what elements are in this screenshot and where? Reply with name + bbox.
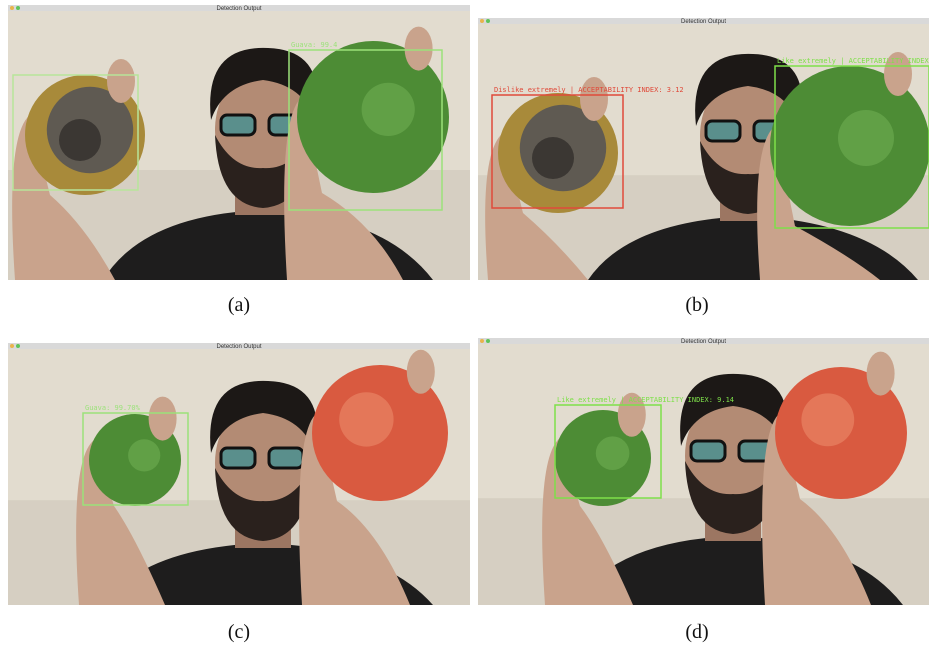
title-bar [478,338,929,344]
hand [284,97,403,280]
detection-box [288,49,443,211]
fingers [866,351,895,396]
photo: Like extremely | ACCEPTABILITY INDEX: 9.… [478,338,929,605]
detection-label: Guava: 99.4 [291,41,337,49]
hair [680,373,788,446]
apple-shine [801,393,855,447]
window-dot [486,19,490,23]
detection-label: Guava: 99.70% [85,404,141,412]
window-dot [16,6,20,10]
fingers [617,392,646,437]
fingers [580,77,608,121]
window-dot [486,339,490,343]
glasses-left [219,446,257,470]
window-title: Detection Output [681,339,726,345]
detection-box [82,412,189,506]
caption: (a) [228,294,250,316]
beard [685,461,781,534]
fingers [107,59,135,103]
guava-shine [128,439,161,472]
photo: Guava: 99.4 [8,5,470,280]
beard [215,468,311,541]
window-title: Detection Output [681,19,726,25]
window-dot [10,344,14,348]
detection-label: Like extremely | ACCEPTABILITY INDEX: 9.… [557,396,734,404]
photo: Dislike extremely | ACCEPTABILITY INDEX:… [478,18,929,280]
face [685,394,781,518]
panel: Dislike extremely | ACCEPTABILITY INDEX:… [478,18,929,280]
glasses-right [267,446,305,470]
panel: Like extremely | ACCEPTABILITY INDEX: 9.… [478,338,929,605]
fingers [884,52,912,96]
window-dot [480,339,484,343]
hair [210,380,318,453]
rot-core [59,119,101,161]
hand [757,126,880,280]
apple-shine [339,392,394,447]
glasses-left [689,439,727,463]
detection-box [774,65,929,229]
window-title: Detection Output [216,344,261,350]
glasses-left [219,113,257,137]
panel: Guava: 99.4 Detection Output [8,5,470,280]
face [215,401,311,525]
fingers [404,26,433,71]
caption: (d) [685,621,708,643]
detection-box [554,404,662,499]
window-dot [480,19,484,23]
detection-label: Like extremely | ACCEPTABILITY INDEX [777,57,929,65]
fingers [148,396,177,441]
panel: Guava: 99.70% Detection Output [8,343,470,605]
caption: (b) [685,294,708,316]
caption: (c) [228,621,250,643]
window-dot [10,6,14,10]
window-title: Detection Output [216,6,261,12]
detection-box [491,94,624,209]
detection-box [12,74,139,191]
photo: Guava: 99.70% [8,343,470,605]
guava-shine [595,436,630,470]
fingers [406,349,435,394]
guava-shine [361,82,415,136]
rot-core [532,137,574,179]
title-bar [8,5,470,11]
hair [210,47,318,120]
detection-label: Dislike extremely | ACCEPTABILITY INDEX:… [494,86,684,94]
glasses-left [704,119,742,143]
title-bar [478,18,929,24]
title-bar [8,343,470,349]
window-dot [16,344,20,348]
guava-shine [838,110,894,166]
